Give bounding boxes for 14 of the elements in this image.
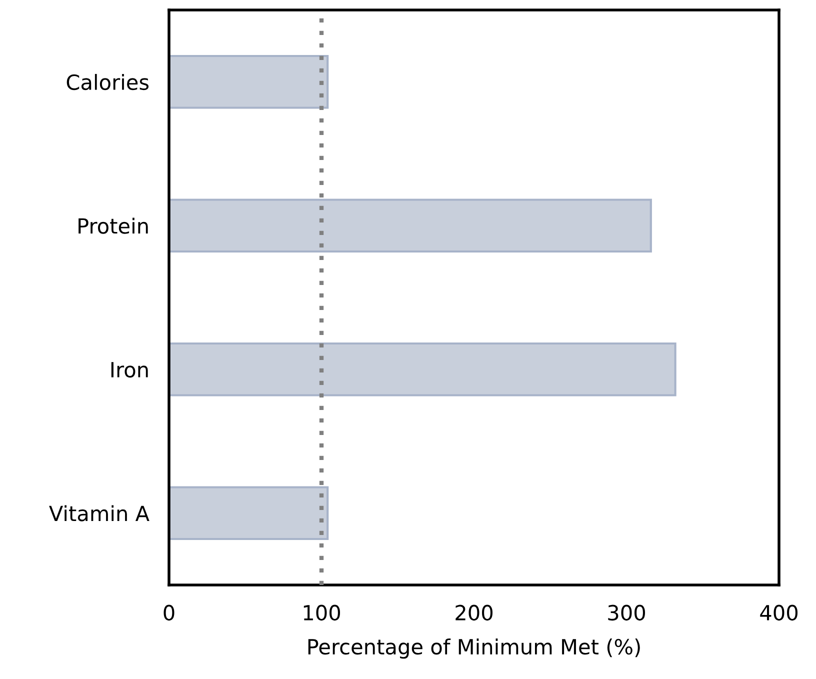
- y-tick-label: Protein: [78, 218, 148, 234]
- x-tick-label: 300: [608, 604, 645, 621]
- x-tick-label: 0: [164, 604, 174, 621]
- x-tick-label: 100: [304, 604, 340, 621]
- y-tick-label: Vitamin A: [49, 505, 150, 522]
- bar: [169, 198, 652, 253]
- y-tick-label: Iron: [111, 362, 148, 378]
- bar: [169, 54, 329, 109]
- bar: [169, 342, 676, 396]
- bar: [169, 486, 329, 540]
- x-tick-label: 200: [456, 604, 492, 621]
- x-axis-title: Percentage of Minimum Met (%): [308, 638, 640, 659]
- y-tick-label: Calories: [66, 74, 149, 90]
- x-tick-label: 400: [760, 604, 798, 621]
